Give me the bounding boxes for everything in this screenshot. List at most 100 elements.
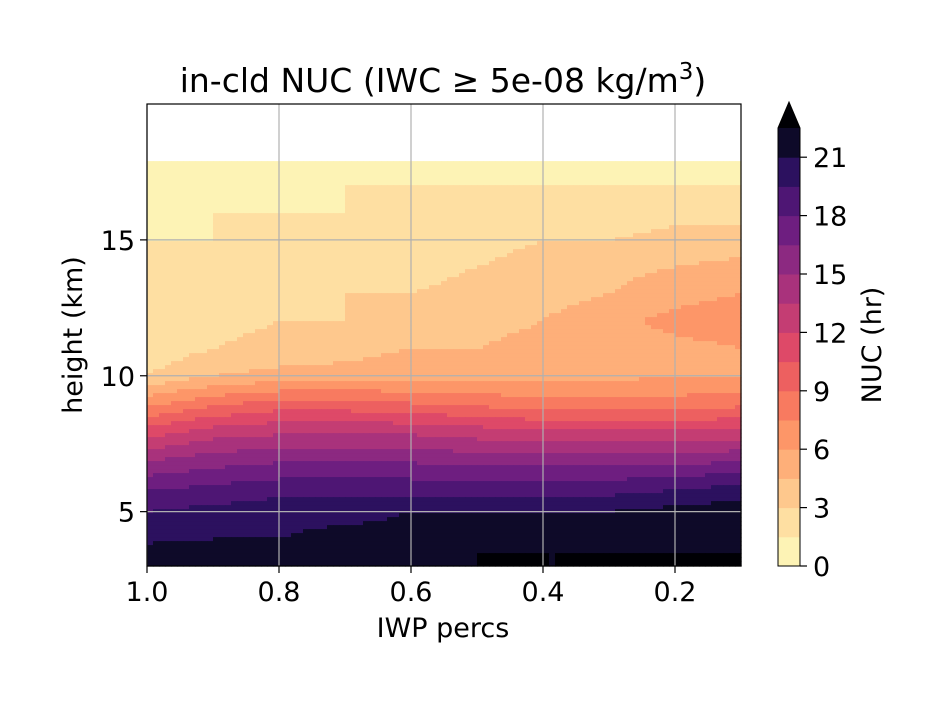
contour-cell: [177, 297, 184, 302]
contour-cell: [639, 221, 646, 226]
contour-cell: [429, 209, 436, 214]
contour-cell: [543, 257, 550, 262]
contour-cell: [471, 233, 478, 238]
contour-cell: [705, 333, 712, 338]
contour-cell: [543, 321, 550, 326]
contour-cell: [507, 217, 514, 222]
contour-cell: [633, 213, 640, 218]
contour-cell: [513, 305, 520, 310]
contour-cell: [273, 305, 280, 310]
contour-cell: [303, 277, 310, 282]
contour-cell: [669, 161, 676, 166]
contour-cell: [483, 337, 490, 342]
contour-cell: [405, 277, 412, 282]
contour-cell: [693, 185, 700, 190]
contour-cell: [651, 197, 658, 202]
contour-cell: [195, 169, 202, 174]
contour-cell: [171, 329, 178, 334]
contour-cell: [309, 353, 316, 358]
contour-cell: [387, 329, 394, 334]
contour-cell: [537, 257, 544, 262]
contour-cell: [177, 245, 184, 250]
contour-cell: [681, 301, 688, 306]
contour-cell: [279, 197, 286, 202]
contour-cell: [375, 329, 382, 334]
contour-cell: [201, 181, 208, 186]
contour-cell: [345, 209, 352, 214]
contour-cell: [729, 289, 736, 294]
contour-cell: [291, 329, 298, 334]
contour-cell: [483, 181, 490, 186]
contour-cell: [177, 301, 184, 306]
contour-cell: [693, 333, 700, 338]
contour-cell: [543, 305, 550, 310]
contour-cell: [633, 337, 640, 342]
contour-cell: [279, 181, 286, 186]
contour-cell: [357, 341, 364, 346]
contour-cell: [333, 281, 340, 286]
contour-cell: [255, 217, 262, 222]
contour-cell: [705, 341, 712, 346]
contour-cell: [495, 261, 502, 266]
contour-cell: [357, 317, 364, 322]
contour-cell: [723, 337, 730, 342]
contour-cell: [393, 281, 400, 286]
contour-cell: [357, 261, 364, 266]
contour-cell: [723, 217, 730, 222]
contour-cell: [297, 353, 304, 358]
contour-cell: [369, 213, 376, 218]
contour-cell: [675, 229, 682, 234]
contour-cell: [351, 169, 358, 174]
contour-cell: [627, 293, 634, 298]
contour-cell: [465, 197, 472, 202]
contour-cell: [153, 357, 160, 362]
contour-cell: [327, 281, 334, 286]
contour-cell: [267, 277, 274, 282]
contour-cell: [171, 309, 178, 314]
contour-cell: [633, 301, 640, 306]
contour-cell: [423, 221, 430, 226]
contour-cell: [609, 261, 616, 266]
contour-cell: [357, 269, 364, 274]
contour-cell: [675, 305, 682, 310]
contour-cell: [207, 185, 214, 190]
contour-cell: [465, 261, 472, 266]
contour-cell: [225, 337, 232, 342]
contour-cell: [441, 229, 448, 234]
contour-cell: [447, 273, 454, 278]
contour-cell: [417, 241, 424, 246]
contour-cell: [153, 257, 160, 262]
contour-cell: [243, 293, 250, 298]
contour-cell: [447, 253, 454, 258]
contour-cell: [705, 349, 712, 354]
contour-cell: [297, 337, 304, 342]
contour-cell: [147, 265, 154, 270]
contour-cell: [507, 169, 514, 174]
contour-cell: [393, 321, 400, 326]
contour-cell: [315, 329, 322, 334]
contour-cell: [645, 349, 652, 354]
contour-cell: [237, 253, 244, 258]
contour-cell: [459, 357, 466, 362]
contour-cell: [603, 169, 610, 174]
contour-cell: [381, 309, 388, 314]
contour-cell: [549, 221, 556, 226]
contour-cell: [483, 345, 490, 350]
contour-cell: [333, 313, 340, 318]
contour-cell: [363, 229, 370, 234]
contour-cell: [231, 285, 238, 290]
contour-cell: [543, 253, 550, 258]
contour-cell: [279, 345, 286, 350]
contour-cell: [315, 333, 322, 338]
contour-cell: [219, 181, 226, 186]
contour-cell: [267, 273, 274, 278]
contour-cell: [279, 221, 286, 226]
contour-cell: [693, 305, 700, 310]
contour-cell: [147, 329, 154, 334]
contour-cell: [465, 285, 472, 290]
contour-cell: [723, 221, 730, 226]
contour-cell: [369, 181, 376, 186]
contour-cell: [495, 353, 502, 358]
contour-cell: [609, 249, 616, 254]
contour-cell: [435, 277, 442, 282]
